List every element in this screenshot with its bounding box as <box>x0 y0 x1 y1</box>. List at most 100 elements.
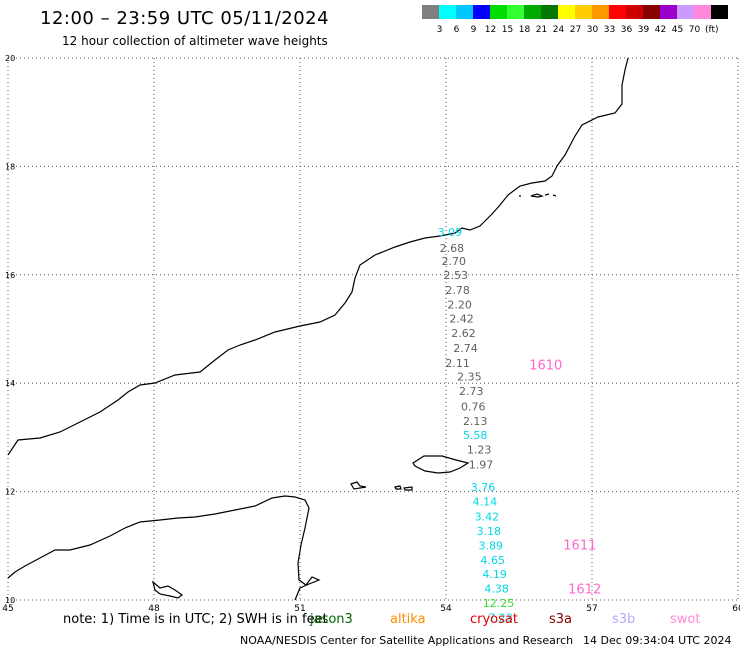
lat-tick-label: 14 <box>5 379 15 388</box>
track-labels: 1610 1611 1612 <box>529 359 601 598</box>
legend-label: 6 <box>453 25 460 35</box>
legend-swatch <box>490 5 507 19</box>
wave-height-value: 4.14 <box>473 496 498 509</box>
legend-label: 21 <box>535 25 548 35</box>
footer-generated-time: 14 Dec 09:34:04 UTC 2024 <box>583 634 732 647</box>
legend-swatch <box>473 5 490 19</box>
satellite-jason3: jason3 <box>310 612 353 627</box>
legend-label: 33 <box>603 25 616 35</box>
wave-height-value: 2.20 <box>447 298 472 311</box>
legend-label: 24 <box>552 25 565 35</box>
legend-swatch <box>524 5 541 19</box>
coastline-socotra <box>412 455 470 474</box>
lon-tick-label: 54 <box>440 604 452 614</box>
footer-organization: NOAA/NESDIS Center for Satellite Applica… <box>240 634 574 647</box>
legend-swatch <box>541 5 558 19</box>
lon-tick-label: 45 <box>2 604 13 614</box>
lat-tick-label: 18 <box>5 162 15 171</box>
map-title: 12:00 – 23:59 UTC 05/11/2024 <box>40 8 330 29</box>
wave-height-value: 4.38 <box>484 582 509 595</box>
wave-height-value: 3.09 <box>438 226 463 239</box>
coastline-horn-of-africa <box>7 495 321 601</box>
legend-label: 15 <box>501 25 514 35</box>
wave-height-value: 2.78 <box>445 284 470 297</box>
coastline-socotra-islets <box>350 481 413 491</box>
wave-height-value: 1.23 <box>467 444 492 457</box>
legend-unit: (ft) <box>705 25 719 35</box>
wave-height-value: 5.58 <box>463 429 488 442</box>
lat-tick-label: 12 <box>5 488 15 497</box>
lon-tick-label: 48 <box>148 604 160 614</box>
wave-height-value: 2.13 <box>463 415 488 428</box>
lon-tick-label: 51 <box>294 604 305 614</box>
lat-tick-label: 10 <box>5 596 15 605</box>
lat-tick-label: 20 <box>5 54 15 63</box>
legend-swatch <box>711 5 728 19</box>
legend-label: 70 <box>688 25 701 35</box>
wave-height-value: 0.76 <box>461 400 486 413</box>
legend-swatch <box>456 5 473 19</box>
wave-height-value: 3.42 <box>475 510 500 523</box>
wave-height-value: 12.25 <box>483 597 515 610</box>
wave-height-value: 3.18 <box>477 525 502 538</box>
legend-swatch <box>660 5 677 19</box>
satellite-s3a: s3a <box>549 612 573 627</box>
lon-tick-label: 57 <box>586 604 597 614</box>
wave-height-value: 7.23 <box>488 612 513 625</box>
map-grid <box>7 57 739 601</box>
axis-ticks: 45 48 51 54 57 60 20 18 16 14 12 10 <box>2 54 740 614</box>
satellite-s3b: s3b <box>612 612 636 627</box>
track-id-label: 1612 <box>568 582 601 597</box>
wave-height-value: 2.73 <box>459 385 484 398</box>
legend-label: 18 <box>518 25 531 35</box>
wave-height-value: 3.76 <box>471 481 496 494</box>
satellite-altika: altika <box>390 612 426 627</box>
legend-label: 9 <box>470 25 477 35</box>
satellite-swot: swot <box>670 612 701 627</box>
legend-swatch <box>422 5 439 19</box>
lat-tick-label: 16 <box>5 271 15 280</box>
coastline-arabian-peninsula <box>7 57 629 456</box>
legend-label: 30 <box>586 25 599 35</box>
legend-label: 12 <box>484 25 497 35</box>
wave-height-value: 4.19 <box>482 568 507 581</box>
map-subtitle: 12 hour collection of altimeter wave hei… <box>62 34 328 48</box>
wave-height-value: 2.53 <box>443 269 468 282</box>
coastline-somalia-inland-feature <box>151 580 184 599</box>
legend-swatch <box>575 5 592 19</box>
legend-label: 3 <box>436 25 443 35</box>
note-text: note: 1) Time is in UTC; 2) SWH is in fe… <box>63 612 328 627</box>
legend-label: 36 <box>620 25 633 35</box>
wave-height-observations: 3.09 2.682.702.53 2.782.202.42 2.62 2.74 2.11… <box>438 226 515 625</box>
legend-label: 27 <box>569 25 582 35</box>
coastline-kuria-muria-islands <box>519 193 557 198</box>
satellite-cryosat: cryosat <box>470 612 518 627</box>
track-id-label: 1610 <box>529 359 562 374</box>
wave-height-value: 1.97 <box>469 458 494 471</box>
wave-height-value: 3.89 <box>479 540 504 553</box>
legend-swatch <box>626 5 643 19</box>
coastline <box>7 57 629 601</box>
wave-height-value: 2.62 <box>451 327 476 340</box>
wave-height-value: 2.42 <box>449 312 474 325</box>
track-id-label: 1611 <box>563 539 596 554</box>
legend-label: 42 <box>654 25 667 35</box>
legend-label: 39 <box>637 25 650 35</box>
wave-height-value: 2.35 <box>457 370 482 383</box>
legend-label: 45 <box>671 25 684 35</box>
legend-swatch <box>694 5 711 19</box>
wave-height-value: 2.70 <box>442 255 467 268</box>
legend-swatch <box>507 5 524 19</box>
wave-height-value: 4.65 <box>480 554 505 567</box>
wave-height-value: 2.11 <box>445 357 470 370</box>
wave-height-value: 2.68 <box>440 242 465 255</box>
wave-height-value: 2.74 <box>453 342 478 355</box>
lon-tick-label: 60 <box>732 604 740 614</box>
legend-swatch <box>677 5 694 19</box>
legend-swatch <box>609 5 626 19</box>
legend-swatch <box>439 5 456 19</box>
legend-swatch <box>643 5 660 19</box>
legend-swatch <box>592 5 609 19</box>
legend-swatch <box>558 5 575 19</box>
